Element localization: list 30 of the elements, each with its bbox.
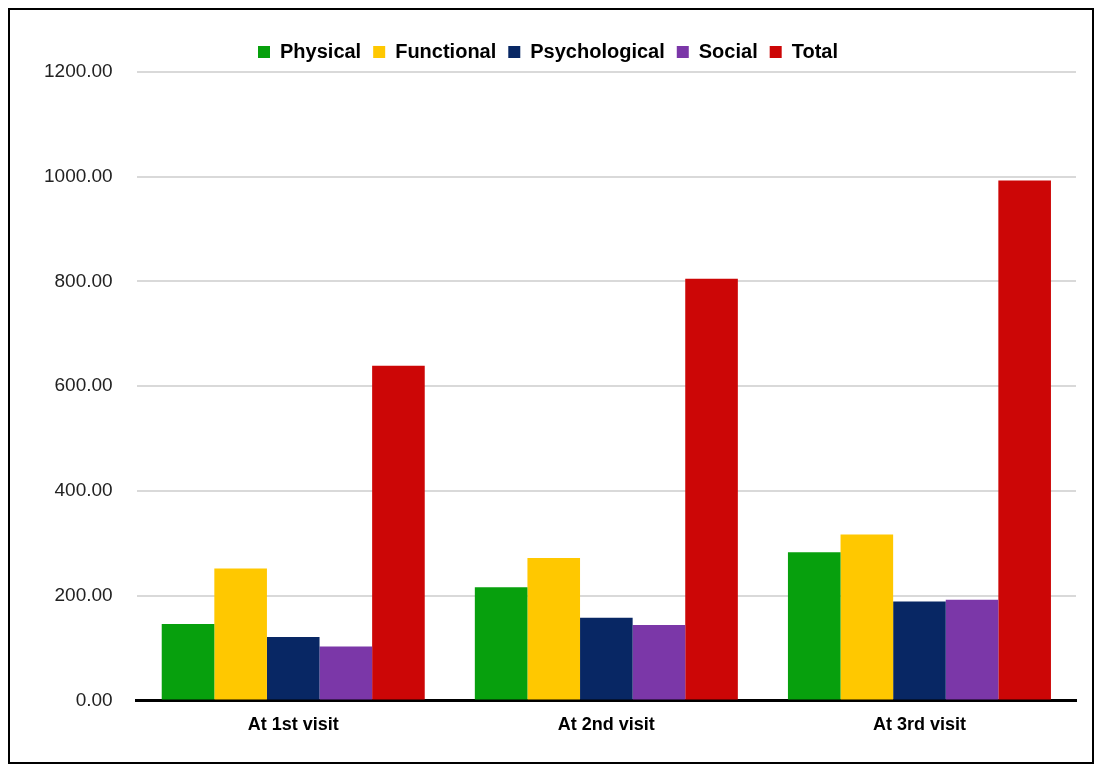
bar (998, 180, 1051, 700)
y-tick-label: 0.00 (75, 688, 113, 710)
legend-label: Total (791, 39, 838, 62)
bar (580, 617, 633, 700)
bar (787, 552, 841, 700)
y-tick-label: 1200.00 (43, 60, 113, 82)
y-tick-label: 1000.00 (43, 164, 113, 186)
y-tick-label: 600.00 (54, 374, 113, 396)
bar (840, 534, 894, 700)
legend-label: Social (698, 39, 758, 62)
bar (372, 365, 425, 700)
y-tick-label: 800.00 (54, 269, 113, 291)
x-tick-label: At 3rd visit (872, 714, 966, 735)
x-tick-label: At 2nd visit (557, 714, 655, 735)
bar (685, 278, 738, 700)
bar (945, 599, 999, 700)
bar (266, 637, 320, 700)
x-tick-label: At 1st visit (247, 714, 339, 735)
bar (893, 601, 946, 700)
bar (214, 568, 267, 700)
y-tick-label: 400.00 (54, 479, 113, 501)
bar (474, 587, 528, 700)
bar (161, 623, 215, 700)
y-tick-label: 200.00 (54, 583, 113, 605)
legend-label: Physical (280, 39, 362, 62)
bar (632, 624, 686, 700)
legend-label: Functional (395, 39, 497, 62)
bar (319, 646, 373, 700)
legend-label: Psychological (530, 39, 665, 62)
bar (527, 557, 581, 700)
